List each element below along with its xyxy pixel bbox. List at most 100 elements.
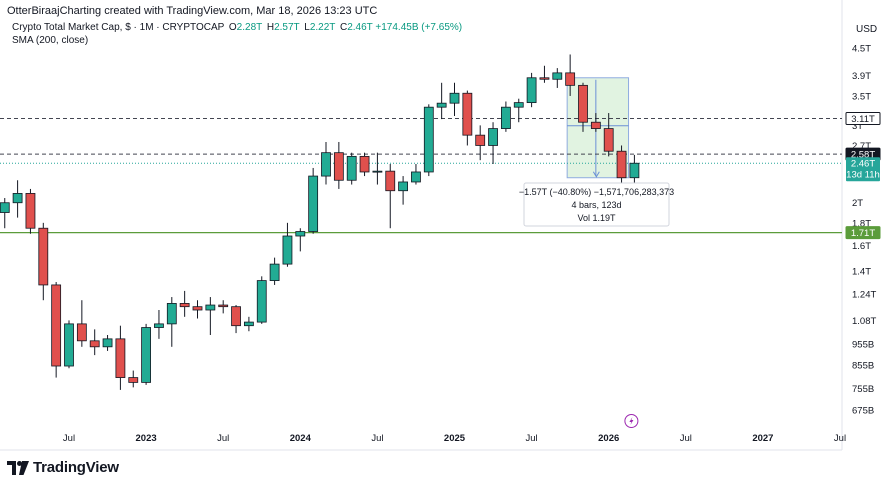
candle-down	[475, 134, 486, 146]
tradingview-logo-icon	[7, 460, 29, 475]
y-tick-label: 3.5T	[852, 91, 871, 102]
candle-up	[0, 202, 10, 213]
legend-indicator[interactable]: SMA (200, close)	[12, 35, 89, 46]
legend-symbol-row[interactable]: Crypto Total Market Cap, $ · 1M · CRYPTO…	[12, 22, 462, 33]
candle-down	[565, 72, 576, 86]
candle-down	[603, 128, 614, 152]
y-tick-label: 3T	[852, 121, 863, 132]
candle-down	[462, 92, 473, 136]
chart-credit: OtterBiraajCharting created with Trading…	[7, 5, 378, 17]
y-tick-label: 2.7T	[852, 141, 871, 152]
measure-tooltip	[523, 182, 670, 227]
candle-down	[115, 338, 126, 378]
candle-up	[243, 321, 254, 327]
candle-down	[333, 152, 344, 181]
sma-price-label-bg	[845, 226, 881, 240]
candle-up	[449, 92, 460, 104]
candle-up	[321, 152, 331, 177]
legend-high-label: H	[266, 22, 275, 33]
current-price-bg	[846, 157, 880, 182]
candle-up	[205, 304, 216, 311]
y-tick-label: 1.8T	[852, 218, 871, 229]
countdown-label: 13d 11h	[846, 170, 880, 181]
candle-down	[578, 84, 588, 123]
legend-high: 2.57T	[274, 22, 300, 33]
x-tick-label: Jul	[371, 433, 383, 444]
candle-up	[12, 193, 23, 204]
candle-up	[488, 128, 498, 146]
measure-tooltip-line-1: −1.57T (−40.80%) −1,571,706,283,373	[519, 187, 674, 197]
candle-down	[359, 155, 370, 173]
candle-up	[411, 171, 421, 183]
y-tick-label: 4.5T	[852, 44, 871, 55]
legend-low-label: L	[304, 22, 310, 33]
candle-down	[76, 323, 87, 342]
candle-up	[526, 77, 537, 104]
level-3-11-label: 3.11T	[851, 114, 875, 125]
tradingview-logo[interactable]: TradingView	[7, 459, 119, 476]
candle-down	[51, 284, 62, 367]
candle-down	[231, 306, 241, 327]
x-tick-label: 2027	[752, 433, 773, 444]
x-tick-label: 2025	[444, 433, 466, 444]
legend-close: 2.46T	[347, 22, 373, 33]
tradingview-logo-text: TradingView	[33, 459, 119, 476]
candle-down	[179, 303, 190, 308]
candle-down	[89, 340, 100, 348]
candle-up	[346, 155, 357, 181]
candle-up	[102, 338, 113, 348]
currency-label: USD	[856, 24, 878, 35]
y-tick-label: 1.24T	[852, 289, 876, 300]
lightning-glyph	[629, 417, 634, 425]
candle-down	[38, 227, 49, 286]
x-tick-label: Jul	[217, 433, 229, 444]
candle-up	[269, 263, 280, 281]
candle-down	[616, 150, 627, 179]
x-tick-label: Jul	[834, 433, 846, 444]
candle-down	[385, 170, 396, 192]
candle-up	[282, 235, 293, 265]
legend-change: +174.45B (+7.65%)	[375, 22, 463, 33]
y-tick-label: 855B	[852, 360, 874, 371]
y-tick-label: 1.6T	[852, 241, 871, 252]
x-tick-label: Jul	[63, 433, 75, 444]
y-tick-label: 675B	[852, 406, 874, 417]
current-price-label: 2.46T	[851, 159, 875, 170]
measure-tooltip-line-2: 4 bars, 123d	[571, 200, 621, 210]
level-3-11-label-bg	[845, 111, 881, 125]
legend-open-label: O	[228, 22, 237, 33]
x-tick-label: 2023	[136, 433, 157, 444]
legend-symbol: Crypto Total Market Cap, $ · 1M · CRYPTO…	[12, 22, 225, 33]
candle-up	[500, 106, 511, 129]
candle-down	[590, 121, 601, 129]
candle-up	[552, 72, 563, 80]
candle-up	[166, 303, 177, 325]
candle-up	[295, 231, 306, 237]
y-tick-label: 955B	[852, 339, 874, 350]
y-tick-label: 755B	[852, 384, 874, 395]
y-tick-label: 2T	[852, 198, 863, 209]
candle-up	[154, 323, 164, 328]
candle-down	[539, 77, 550, 80]
legend-close-label: C	[339, 22, 348, 33]
y-tick-label: 3.9T	[852, 71, 871, 82]
candle-up	[398, 181, 409, 192]
measure-arrow	[592, 171, 600, 178]
candle-up	[513, 102, 524, 108]
measure-tooltip-line-3: Vol 1.19T	[577, 213, 616, 223]
candle-down	[218, 304, 229, 308]
x-tick-label: Jul	[526, 433, 538, 444]
candle-down	[25, 193, 36, 229]
candle-up	[423, 106, 434, 173]
candle-up	[64, 323, 74, 367]
y-tick-label: 1.4T	[852, 266, 871, 277]
candle-up	[141, 327, 152, 383]
candle-down	[128, 377, 139, 383]
legend-open: 2.28T	[236, 22, 263, 33]
candle-up	[256, 280, 267, 323]
candle-down	[192, 306, 203, 311]
x-tick-label: Jul	[680, 433, 692, 444]
sma-price-label: 1.71T	[851, 228, 875, 239]
x-tick-label: 2024	[290, 433, 312, 444]
